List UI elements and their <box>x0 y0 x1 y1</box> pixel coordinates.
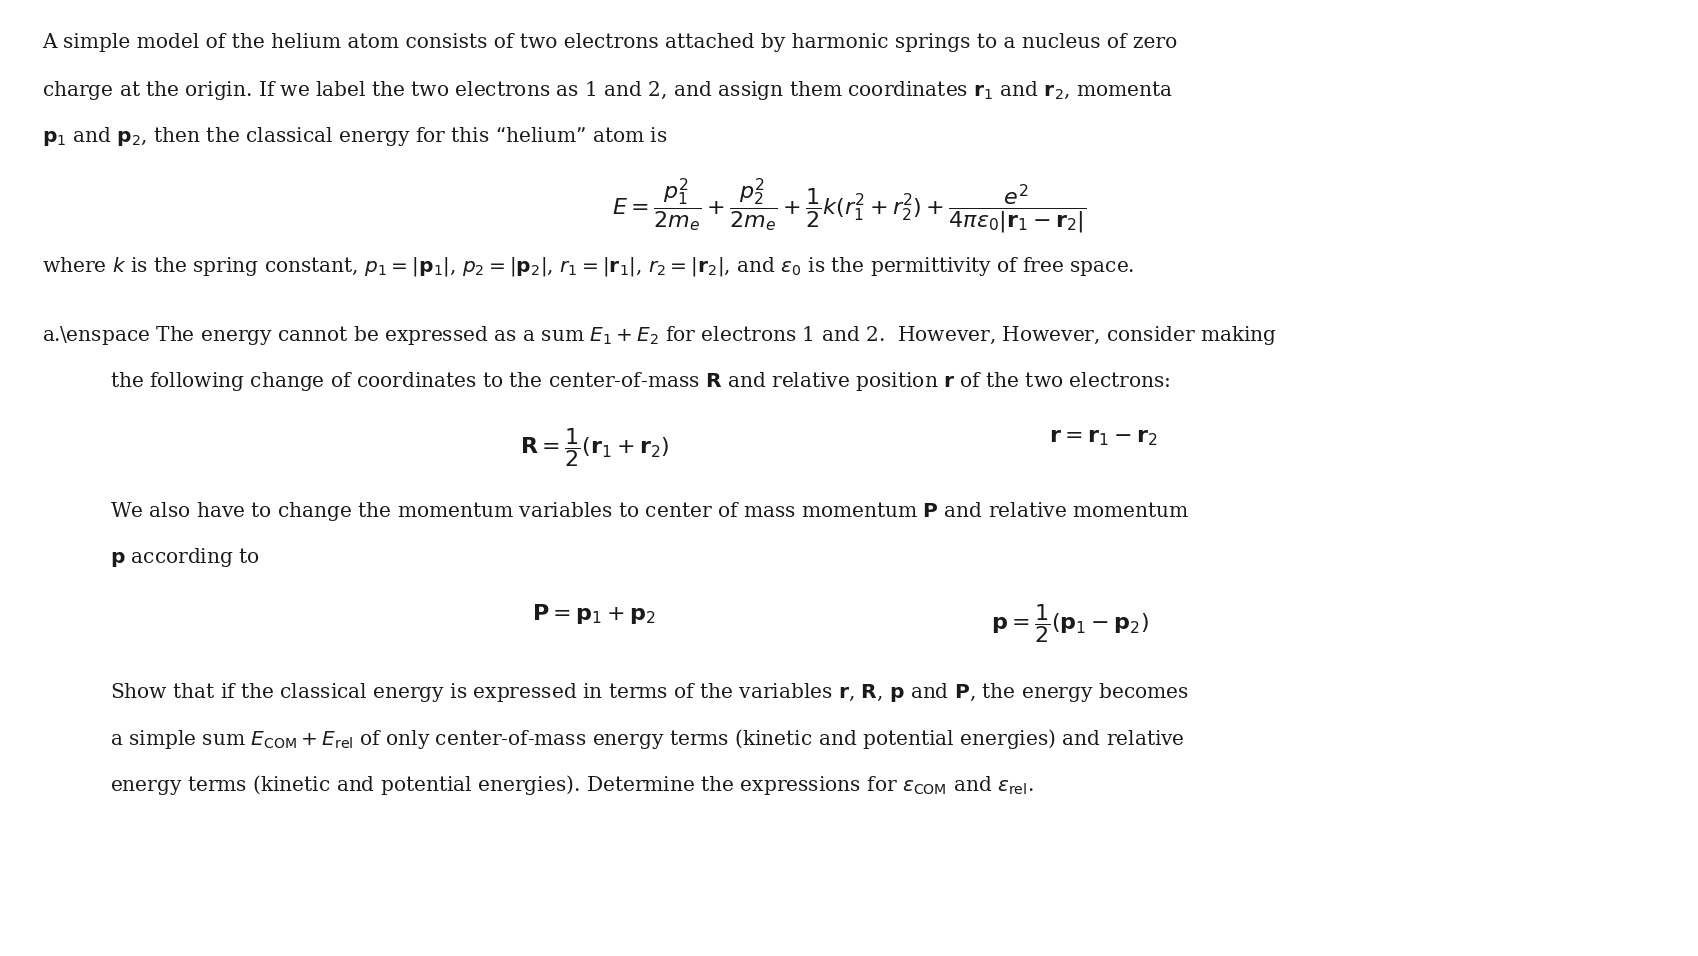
Text: We also have to change the momentum variables to center of mass momentum $\mathb: We also have to change the momentum vari… <box>110 500 1190 523</box>
Text: charge at the origin. If we label the two electrons as 1 and 2, and assign them : charge at the origin. If we label the tw… <box>42 79 1173 102</box>
Text: $\mathbf{p}$ according to: $\mathbf{p}$ according to <box>110 546 260 569</box>
Text: a simple sum $E_{\mathrm{COM}}+E_{\mathrm{rel}}$ of only center-of-mass energy t: a simple sum $E_{\mathrm{COM}}+E_{\mathr… <box>110 727 1185 750</box>
Text: energy terms (kinetic and potential energies). Determine the expressions for $\v: energy terms (kinetic and potential ener… <box>110 772 1034 796</box>
Text: where $k$ is the spring constant, $p_1 = |\mathbf{p}_1|$, $p_2 = |\mathbf{p}_2|$: where $k$ is the spring constant, $p_1 =… <box>42 255 1134 278</box>
Text: the following change of coordinates to the center-of-mass $\mathbf{R}$ and relat: the following change of coordinates to t… <box>110 370 1170 393</box>
Text: $\mathbf{R} = \dfrac{1}{2}\left(\mathbf{r}_1 + \mathbf{r}_2\right)$: $\mathbf{R} = \dfrac{1}{2}\left(\mathbf{… <box>520 425 669 468</box>
Text: $E = \dfrac{p_1^2}{2m_e} + \dfrac{p_2^2}{2m_e} + \dfrac{1}{2}k(r_1^2 + r_2^2) + : $E = \dfrac{p_1^2}{2m_e} + \dfrac{p_2^2}… <box>611 177 1087 236</box>
Text: Show that if the classical energy is expressed in terms of the variables $\mathb: Show that if the classical energy is exp… <box>110 681 1189 704</box>
Text: $\mathbf{p} = \dfrac{1}{2}\left(\mathbf{p}_1 - \mathbf{p}_2\right)$: $\mathbf{p} = \dfrac{1}{2}\left(\mathbf{… <box>990 602 1150 645</box>
Text: $\mathbf{r} = \mathbf{r}_1 - \mathbf{r}_2$: $\mathbf{r} = \mathbf{r}_1 - \mathbf{r}_… <box>1049 425 1158 447</box>
Text: A simple model of the helium atom consists of two electrons attached by harmonic: A simple model of the helium atom consis… <box>42 33 1178 53</box>
Text: a.\enspace The energy cannot be expressed as a sum $E_1+E_2$ for electrons 1 and: a.\enspace The energy cannot be expresse… <box>42 324 1277 347</box>
Text: $\mathbf{p}_1$ and $\mathbf{p}_2$, then the classical energy for this “helium” a: $\mathbf{p}_1$ and $\mathbf{p}_2$, then … <box>42 125 667 148</box>
Text: $\mathbf{P} = \mathbf{p}_1 + \mathbf{p}_2$: $\mathbf{P} = \mathbf{p}_1 + \mathbf{p}_… <box>531 602 657 626</box>
